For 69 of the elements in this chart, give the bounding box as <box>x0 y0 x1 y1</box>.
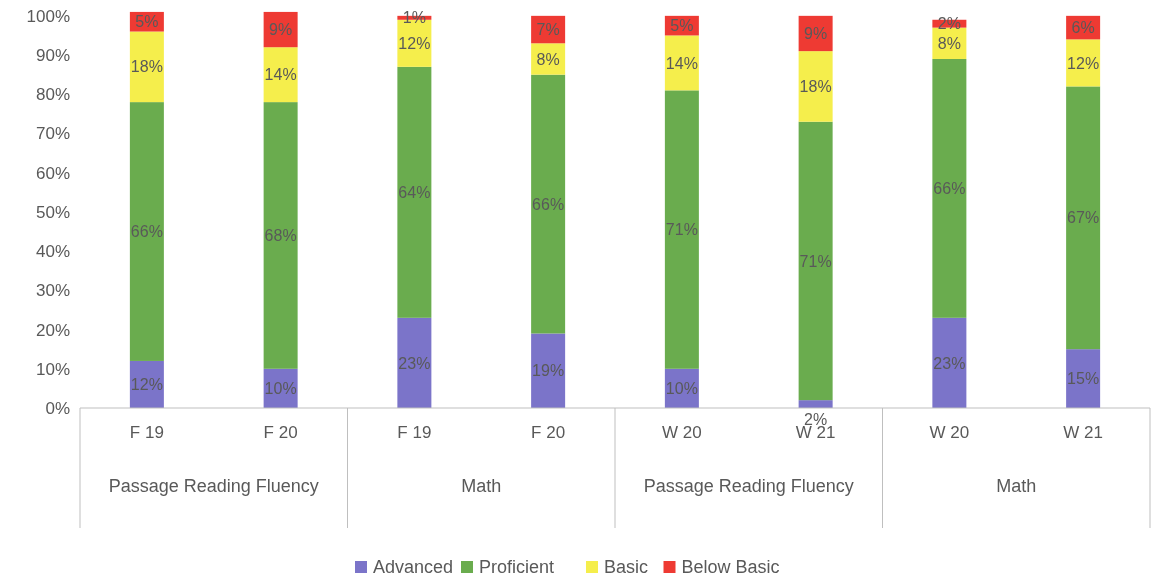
legend-label: Below Basic <box>681 557 780 578</box>
bar <box>129 31 164 103</box>
data-label: 10% <box>264 379 297 397</box>
text: Math <box>996 476 1037 496</box>
legend-label: Advanced <box>373 557 454 578</box>
data-label: 1% <box>402 9 426 27</box>
data-label: 7% <box>536 21 560 39</box>
data-label: 66% <box>933 179 966 197</box>
data-label: 18% <box>130 58 163 76</box>
data-label: 8% <box>536 50 560 68</box>
text: Passage Reading Fluency <box>108 476 319 496</box>
bar <box>798 121 833 401</box>
text: Passage Reading Fluency <box>643 476 854 496</box>
bar <box>129 102 164 361</box>
y-tick-label: 20% <box>35 320 70 340</box>
y-tick-label: 80% <box>35 85 70 105</box>
x-tick-label: F 20 <box>531 423 566 442</box>
data-label: 14% <box>264 66 297 84</box>
x-tick-label: W 21 <box>1063 423 1103 442</box>
y-tick-label: 70% <box>35 124 70 144</box>
x-tick-label: W 20 <box>662 423 702 442</box>
data-label: 15% <box>1067 370 1100 388</box>
x-tick-label: F 19 <box>397 423 432 442</box>
data-label: 67% <box>1067 209 1100 227</box>
data-label: 68% <box>264 227 297 245</box>
bar <box>1066 86 1101 350</box>
data-label: 12% <box>1067 54 1100 72</box>
bar <box>932 317 967 408</box>
data-label: 19% <box>532 362 565 380</box>
y-tick-label: 90% <box>35 46 70 66</box>
bar <box>664 90 699 369</box>
bar <box>263 102 298 369</box>
x-tick-label: W 20 <box>929 423 970 442</box>
data-label: 8% <box>937 34 961 52</box>
data-label: 5% <box>135 13 159 31</box>
bar <box>798 51 833 122</box>
data-label: 18% <box>799 78 832 96</box>
data-label: 10% <box>665 379 698 397</box>
y-tick-label: 0% <box>45 398 70 418</box>
x-tick-label: F 20 <box>263 423 298 442</box>
y-tick-label: 100% <box>26 6 70 26</box>
data-label: 71% <box>665 221 698 239</box>
bar <box>932 58 967 318</box>
data-label: 9% <box>269 21 293 39</box>
bar <box>397 317 432 408</box>
y-tick-label: 30% <box>35 281 70 301</box>
data-label: 23% <box>398 354 431 372</box>
data-label: 14% <box>665 54 698 72</box>
data-label: 66% <box>532 195 565 213</box>
data-label: 6% <box>1071 19 1095 37</box>
y-tick-label: 50% <box>35 202 70 222</box>
text: Math <box>461 476 502 496</box>
y-tick-label: 60% <box>35 163 70 183</box>
data-label: 5% <box>670 17 694 35</box>
bar <box>531 74 566 334</box>
y-tick-label: 10% <box>35 359 70 379</box>
data-label: 64% <box>398 183 431 201</box>
data-label: 12% <box>398 34 431 52</box>
data-label: 23% <box>933 354 966 372</box>
legend-label: Proficient <box>479 557 555 578</box>
y-tick-label: 40% <box>35 242 70 262</box>
data-label: 9% <box>804 25 828 43</box>
data-label: 71% <box>799 252 832 270</box>
bar <box>531 333 566 408</box>
legend-label: Basic <box>604 557 649 578</box>
data-label: 66% <box>130 223 163 241</box>
data-label: 12% <box>130 376 163 394</box>
bar <box>397 66 432 318</box>
x-tick-label: F 19 <box>129 423 164 442</box>
